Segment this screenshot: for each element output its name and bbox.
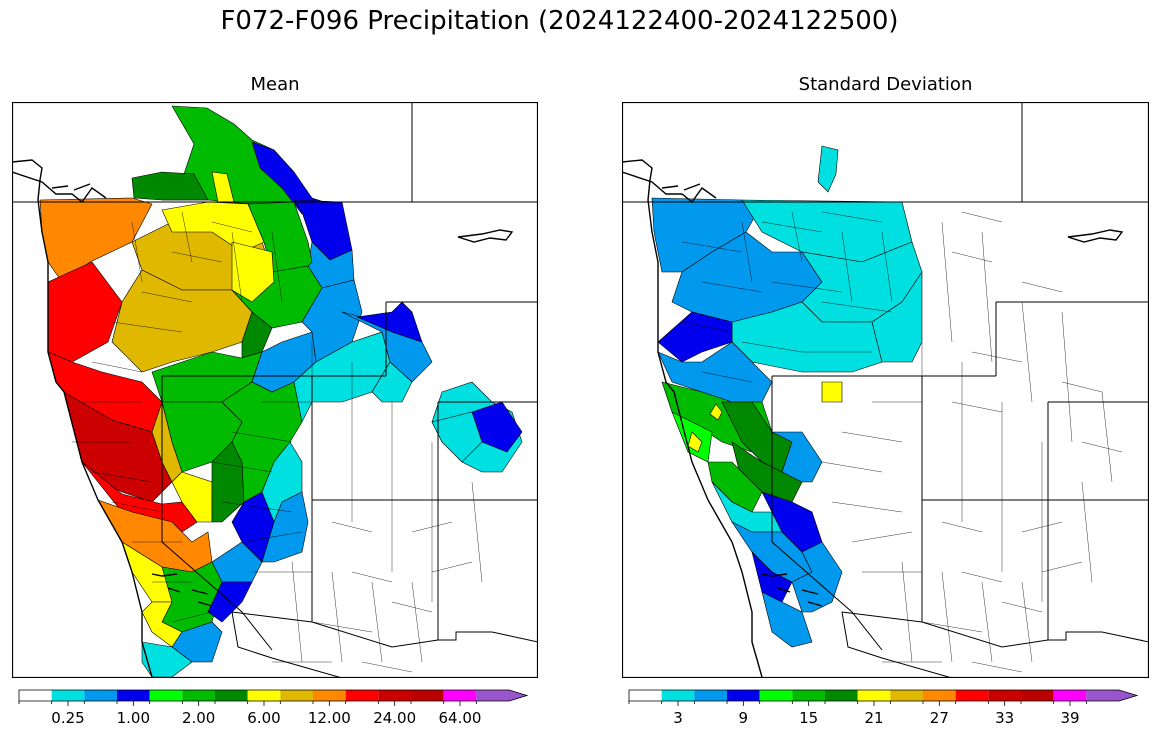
colorbar-tick-label: 1.00 — [117, 709, 150, 727]
stddev-precip-map — [622, 102, 1149, 678]
colorbar-segment — [247, 690, 281, 701]
colorbar-tick-label: 64.00 — [439, 709, 482, 727]
colorbar-segment — [988, 690, 1021, 701]
colorbar-tick-label: 39 — [1060, 709, 1079, 727]
colorbar-segment — [19, 690, 52, 701]
colorbar-tick-label: 2.00 — [182, 709, 215, 727]
colorbar-tick-label: 3 — [673, 709, 683, 727]
colorbar-segment — [378, 690, 411, 701]
panel-title-stddev: Standard Deviation — [798, 74, 973, 95]
colorbar-segment — [1086, 690, 1137, 701]
colorbar-segment — [345, 690, 379, 701]
colorbar-tick-label: 12.00 — [308, 709, 351, 727]
colorbar-tick-label: 27 — [930, 709, 949, 727]
figure-title: F072-F096 Precipitation (2024122400-2024… — [220, 6, 899, 36]
colorbar-segment — [955, 690, 989, 701]
colorbar-segment — [51, 690, 85, 701]
colorbar-segment — [792, 690, 825, 701]
mean-coastline — [12, 159, 514, 678]
stddev-basin-outline-layer — [681, 211, 1123, 673]
mean-state-borders — [12, 102, 538, 678]
colorbar-segment — [661, 690, 695, 701]
colorbar-tick-label: 15 — [799, 709, 818, 727]
colorbar-tick-label: 6.00 — [247, 709, 280, 727]
colorbar-segment — [84, 690, 117, 701]
colorbar-segment — [857, 690, 891, 701]
colorbar-segment — [1021, 690, 1054, 701]
colorbar-segment — [149, 690, 183, 701]
mean-basin-fill-layer — [39, 105, 523, 678]
mean-precip-map — [12, 102, 538, 678]
mean-colorbar: 0.25 1.00 2.00 6.00 12.00 24.00 64.00 — [18, 688, 533, 736]
colorbar-segment — [182, 690, 215, 701]
stddev-state-borders — [622, 102, 1149, 678]
colorbar-tick-label: 24.00 — [373, 709, 416, 727]
colorbar-segment — [825, 690, 858, 701]
colorbar-segment — [629, 690, 662, 701]
colorbar-segment — [727, 690, 760, 701]
colorbar-segment — [215, 690, 248, 701]
panel-title-mean: Mean — [250, 74, 300, 95]
colorbar-segment — [1053, 690, 1087, 701]
colorbar-segment — [476, 690, 527, 701]
stddev-colorbar: 3 9 15 21 27 33 39 — [628, 688, 1143, 736]
colorbar-segment — [694, 690, 727, 701]
colorbar-tick-label: 21 — [864, 709, 883, 727]
stddev-coastline — [622, 159, 1124, 678]
colorbar-outline — [628, 689, 1139, 702]
colorbar-segment — [443, 690, 477, 701]
colorbar-segment — [117, 690, 150, 701]
colorbar-segment — [759, 690, 793, 701]
colorbar-segment — [411, 690, 444, 701]
colorbar-tick-label: 9 — [739, 709, 749, 727]
colorbar-segment — [923, 690, 956, 701]
colorbar-tick-label: 33 — [995, 709, 1014, 727]
colorbar-segment — [313, 690, 346, 701]
colorbar-outline — [18, 689, 529, 702]
colorbar-tick-label: 0.25 — [51, 709, 84, 727]
colorbar-segment — [280, 690, 313, 701]
colorbar-segment — [890, 690, 923, 701]
